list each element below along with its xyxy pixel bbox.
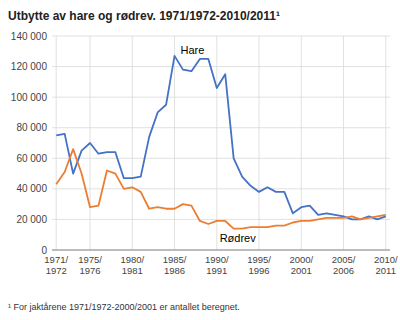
y-grid-line (52, 158, 390, 159)
y-tick-label: 120 000 (11, 61, 48, 72)
lines (56, 56, 386, 229)
x-grid-line (259, 36, 260, 250)
x-tick-label: 2010/2011 (374, 254, 398, 276)
footnote: ¹ For jaktårene 1971/1972-2000/2001 er a… (8, 302, 240, 312)
x-tick-label: 1995/1996 (247, 254, 271, 276)
x-grid-line (174, 36, 175, 250)
y-tick-label: 100 000 (11, 92, 48, 103)
y-grid-line (52, 250, 390, 251)
x-tick-label: 1980/1981 (120, 254, 144, 276)
y-grid-line (52, 97, 390, 98)
x-tick-label: 2005/2006 (332, 254, 356, 276)
grid (52, 36, 390, 250)
x-grid-line (216, 36, 217, 250)
x-grid-line (132, 36, 133, 250)
series-line (56, 56, 386, 220)
x-tick-label: 1971/1972 (44, 254, 68, 276)
x-tick-label: 1990/1991 (205, 254, 229, 276)
y-grid-line (52, 36, 390, 37)
series-label: Hare (181, 44, 205, 56)
series-line (56, 149, 386, 228)
y-grid-line (52, 66, 390, 67)
x-tick-label: 1985/1986 (163, 254, 187, 276)
y-tick-label: 80 000 (16, 122, 47, 133)
x-grid-line (56, 36, 57, 250)
series-label: Rødrev (220, 232, 257, 244)
x-grid-line (385, 36, 386, 250)
y-tick-label: 40 000 (16, 183, 47, 194)
y-grid-line (52, 127, 390, 128)
title: Utbytte av hare og rødrev. 1971/1972-201… (8, 9, 280, 23)
chart: Utbytte av hare og rødrev. 1971/1972-201… (0, 0, 400, 320)
y-grid-line (52, 219, 390, 220)
x-tick-label: 1975/1976 (78, 254, 102, 276)
x-axis-line (52, 250, 390, 251)
y-tick-label: 20 000 (16, 214, 47, 225)
y-tick-label: 140 000 (11, 31, 48, 42)
x-grid-line (301, 36, 302, 250)
x-tick-label: 2000/2001 (289, 254, 313, 276)
y-tick-label: 60 000 (16, 153, 47, 164)
